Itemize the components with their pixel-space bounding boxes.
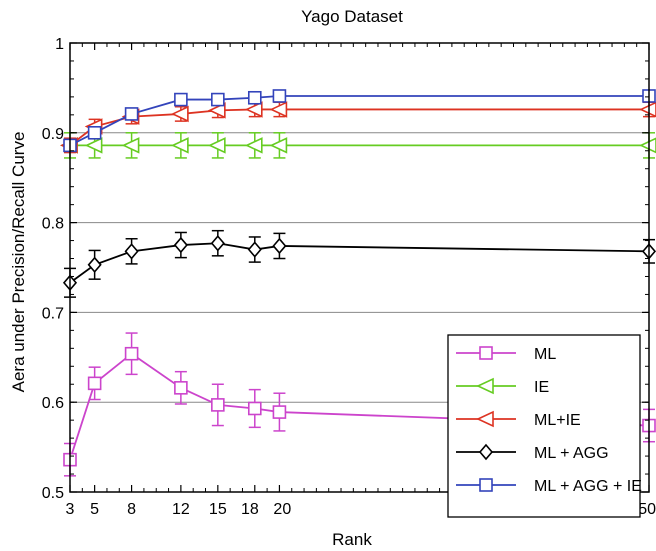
data-point (247, 401, 262, 416)
axis-ticks: 0.5 0.6 0.7 0.8 0.9 1 3 5 8 12 15 18 20 50 (42, 36, 656, 518)
data-point (170, 105, 189, 123)
data-point (207, 102, 226, 119)
data-point (272, 237, 287, 255)
legend-label: ML + AGG + IE (534, 478, 642, 495)
legend-marker (476, 410, 494, 428)
data-point (124, 107, 139, 121)
x-tick-label: 15 (209, 501, 227, 518)
x-axis-title: Rank (332, 530, 372, 549)
data-point (269, 101, 288, 118)
y-tick-label: 1 (55, 36, 64, 53)
data-point (87, 376, 102, 391)
series-line-ml-agg-ie (69, 95, 649, 147)
x-tick-label: 3 (66, 501, 75, 518)
legend-marker (476, 377, 494, 395)
series-line-ml-agg (69, 242, 650, 284)
legend-item-ie: IE (456, 377, 549, 396)
y-tick-label: 0.7 (42, 305, 64, 322)
chart-title: Yago Dataset (301, 7, 403, 26)
series-line-ml-ie (69, 108, 649, 147)
legend-label: IE (534, 379, 549, 396)
data-point (174, 381, 188, 395)
series-ml-agg-ie (63, 89, 656, 153)
data-point (87, 126, 102, 140)
legend-marker (479, 478, 493, 492)
data-point (87, 256, 102, 274)
data-point (272, 405, 287, 419)
legend-marker (478, 443, 494, 461)
data-point (173, 236, 188, 254)
data-point (124, 346, 139, 361)
legend-item-ml-agg-ie: ML + AGG + IE (456, 478, 642, 495)
legend-marker (479, 346, 493, 360)
data-point (247, 241, 262, 258)
x-tick-label: 12 (172, 501, 190, 518)
x-tick-label: 5 (90, 501, 99, 518)
data-point (211, 398, 225, 412)
y-tick-label: 0.8 (42, 216, 64, 233)
legend: ML IE ML+IE ML + AGG ML + AGG + IE (447, 334, 642, 518)
data-point (121, 137, 140, 154)
data-point (124, 243, 139, 260)
x-tick-label: 18 (241, 501, 259, 518)
data-point (170, 137, 189, 154)
series-ie (60, 132, 656, 159)
data-point (269, 137, 288, 154)
legend-label: ML + AGG (534, 445, 609, 462)
data-point (244, 101, 263, 118)
legend-item-ml: ML (456, 346, 556, 363)
y-tick-label: 0.9 (42, 126, 64, 143)
data-point (174, 92, 188, 107)
data-point (207, 137, 226, 154)
legend-label: ML+IE (534, 412, 581, 429)
x-tick-label: 20 (273, 501, 291, 518)
data-point (210, 235, 225, 252)
legend-item-ml-ie: ML+IE (456, 410, 581, 429)
data-point (244, 137, 263, 154)
x-tick-label: 8 (127, 501, 136, 518)
y-tick-label: 0.6 (42, 395, 64, 412)
x-tick-label: 50 (638, 501, 656, 518)
data-point (211, 92, 225, 107)
y-axis-title: Aera under Precision/Recall Curve (9, 132, 28, 393)
series-ml-agg (62, 229, 656, 298)
plot-frame (69, 42, 650, 493)
data-point (272, 89, 287, 103)
y-tick-label: 0.5 (42, 485, 64, 502)
data-point (84, 137, 103, 154)
data-point (247, 90, 262, 105)
legend-item-ml-agg: ML + AGG (456, 443, 609, 462)
legend-label: ML (534, 346, 556, 363)
